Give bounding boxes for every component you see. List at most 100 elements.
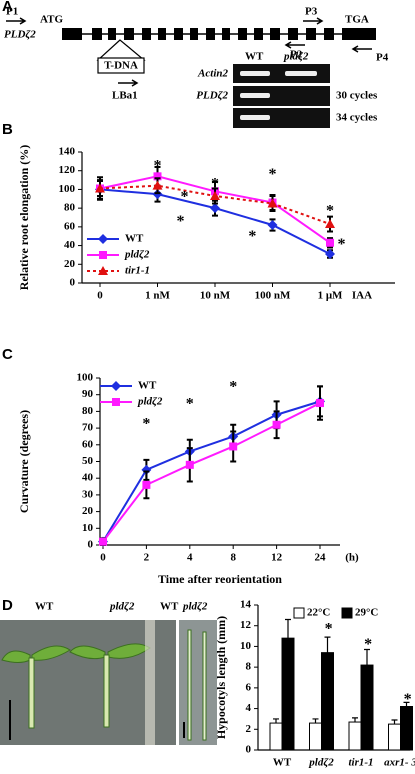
series-line [102, 402, 321, 543]
insertion-label: T-DNA [104, 60, 138, 72]
significance-mark: * [364, 636, 372, 653]
y-tick-label: 14 [240, 599, 252, 611]
primer-arrow [303, 17, 324, 25]
gene-name: PLDζ2 [4, 29, 36, 41]
y-tick-label: 100 [59, 183, 76, 195]
bar [360, 664, 374, 751]
significance-mark: * [248, 228, 256, 245]
primer-arrow [351, 45, 372, 53]
y-tick-label: 120 [59, 164, 76, 176]
primer-arrow [284, 41, 305, 49]
marker [325, 248, 335, 259]
legend-label: WT [125, 233, 144, 245]
y-tick-label: 10 [82, 522, 94, 534]
x-tick-label: 10 nM [200, 290, 231, 302]
y-tick-label: 20 [64, 258, 76, 270]
bar [388, 723, 401, 751]
legend-label: pldζ2 [124, 249, 150, 261]
legend-swatch [293, 607, 305, 619]
y-tick-label: 6 [246, 681, 252, 693]
primer-arrow [118, 79, 139, 87]
x-tick-label: 0 [97, 290, 103, 302]
bar [281, 637, 295, 751]
gel-row-label: PLDζ2 [196, 90, 228, 102]
bar [269, 722, 283, 751]
marker [185, 460, 194, 469]
significance-mark: * [229, 379, 237, 396]
y-tick-label: 40 [82, 472, 94, 484]
legend-swatch [341, 607, 353, 619]
seedlings [1, 629, 207, 741]
panel-label: A [2, 0, 13, 15]
marker [210, 190, 220, 200]
x-tick-label: axr1- 3 [384, 757, 415, 769]
marker [98, 234, 108, 244]
gel-image [233, 64, 330, 83]
bar [309, 722, 322, 751]
y-tick-label: 90 [82, 388, 94, 400]
x-tick-label: WT [273, 757, 292, 769]
x-tick-label: 4 [187, 552, 193, 564]
x-tick-label: 8 [230, 552, 236, 564]
significance-mark: * [142, 415, 150, 432]
marker [229, 442, 238, 451]
gel-image [233, 86, 330, 106]
panel-label: C [2, 346, 13, 363]
y-axis-label: Relative root elongation (%) [17, 145, 31, 290]
gel-cycles: 34 cycles [336, 112, 378, 124]
legend-label: 29°C [355, 607, 378, 619]
x-tick-label: 12 [271, 552, 283, 564]
primer-arrow [6, 17, 27, 25]
significance-mark: * [177, 213, 185, 230]
x-tick-label: 2 [144, 552, 150, 564]
stop-codon: TGA [345, 14, 369, 26]
exons [62, 28, 376, 40]
y-tick-label: 80 [64, 202, 76, 214]
marker [112, 398, 120, 406]
y-tick-label: 2 [246, 723, 252, 735]
x-axis-label: Time after reorientation [158, 572, 282, 586]
y-tick-label: 50 [82, 455, 94, 467]
x-tick-label: 0 [100, 552, 106, 564]
photo-label: pldζ2 [182, 601, 208, 613]
marker [153, 172, 162, 181]
y-tick-label: 80 [82, 405, 94, 417]
legend-label: tir1-1 [125, 265, 150, 277]
y-tick-label: 20 [82, 505, 94, 517]
primer-label: P3 [305, 6, 318, 18]
marker [152, 180, 163, 190]
photo-glare [145, 620, 155, 745]
y-tick-label: 70 [82, 422, 94, 434]
significance-mark: * [181, 189, 189, 206]
y-axis-label: Curvature (degrees) [17, 410, 31, 513]
insertion-box [97, 57, 145, 74]
bar [400, 706, 413, 751]
significance-mark: * [404, 691, 412, 708]
marker [111, 381, 121, 391]
marker [98, 266, 108, 275]
y-tick-label: 8 [246, 661, 252, 673]
insertion-triangle [96, 39, 146, 61]
x-tick-label: 100 nM [255, 290, 291, 302]
y-tick-label: 100 [77, 372, 94, 384]
y-tick-label: 10 [240, 640, 252, 652]
significance-mark: * [211, 175, 219, 192]
photo-label: pldζ2 [109, 601, 135, 613]
gel-cycles: 30 cycles [336, 90, 378, 102]
y-tick-label: 30 [82, 488, 94, 500]
bar [321, 652, 334, 751]
marker [142, 480, 151, 489]
y-tick-label: 60 [64, 220, 76, 232]
photo-label: WT [160, 601, 179, 613]
y-axis-label: Hypocotyls length (mm) [214, 616, 228, 739]
x-tick-label: tir1-1 [348, 757, 373, 769]
marker [267, 219, 278, 230]
primer-label: P4 [376, 52, 389, 64]
significance-mark: * [325, 621, 333, 638]
y-tick-label: 4 [246, 702, 252, 714]
legend-label: WT [138, 380, 157, 392]
panel-label: B [2, 121, 13, 138]
marker [210, 203, 220, 214]
significance-mark: * [326, 203, 334, 220]
primer-label: P1 [6, 6, 18, 18]
